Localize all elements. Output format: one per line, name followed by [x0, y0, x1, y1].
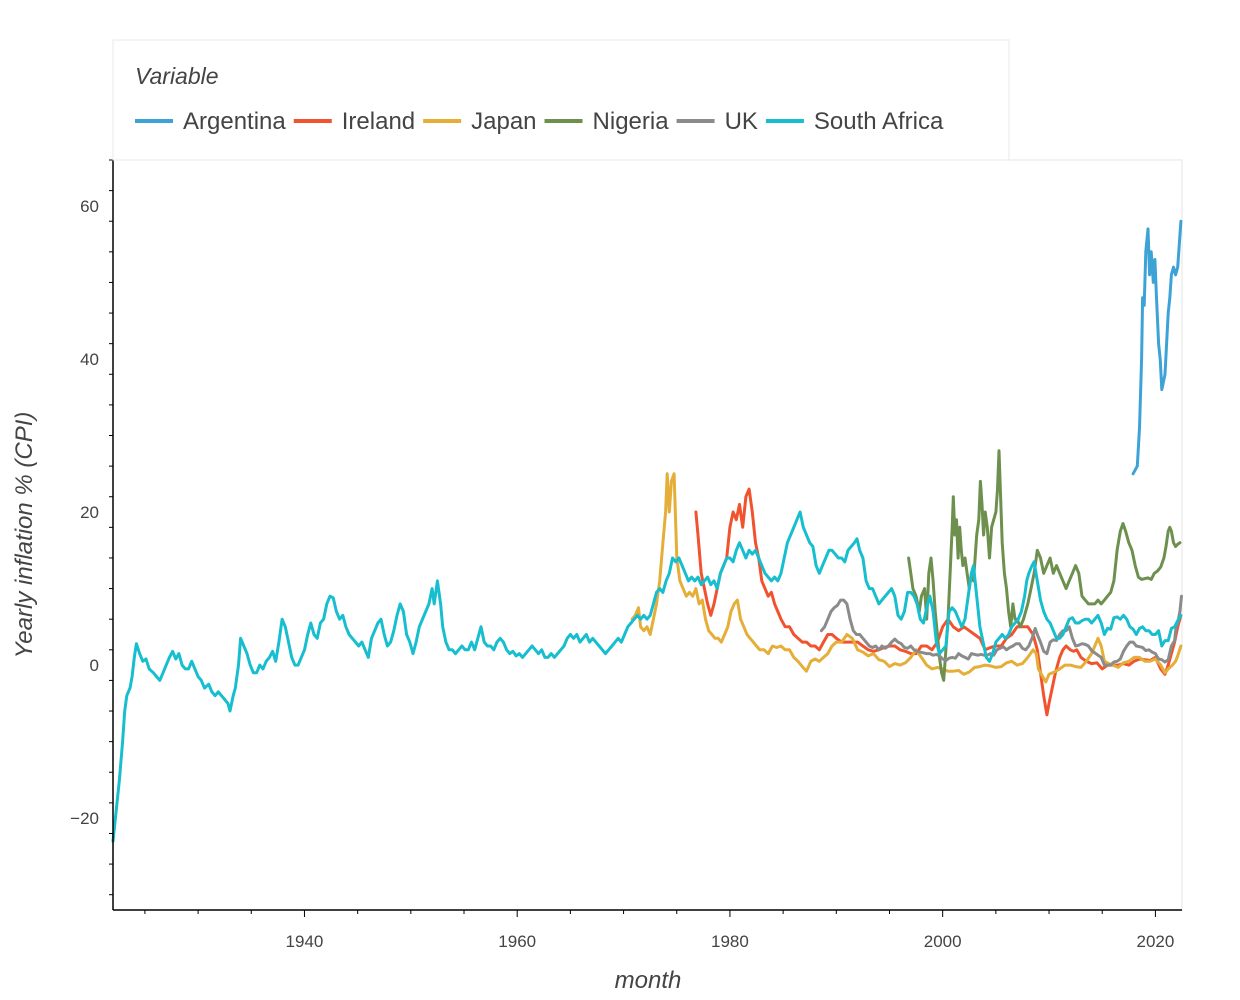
legend-label: Argentina	[183, 108, 286, 135]
legend-item-japan[interactable]: Japan	[423, 108, 537, 135]
series-line-japan	[630, 472, 1183, 684]
legend-item-nigeria[interactable]: Nigeria	[544, 108, 670, 135]
legend-item-argentina[interactable]: Argentina	[135, 108, 286, 135]
y-tick-label: 20	[80, 503, 99, 522]
x-tick-label: 1960	[498, 932, 536, 951]
y-tick-label: −20	[70, 809, 99, 828]
series-line-ireland	[694, 487, 1183, 717]
legend-item-south-africa[interactable]: South Africa	[765, 108, 944, 135]
y-tick-label: 0	[90, 656, 99, 675]
x-axis-title: month	[615, 967, 682, 994]
legend-label: UK	[725, 108, 758, 135]
legend-label: Nigeria	[593, 108, 670, 135]
series-layer	[111, 219, 1183, 843]
x-axis: 1940 1960 1980 2000 2020	[113, 909, 1182, 951]
legend: Variable Argentina Ireland Japan Nigeria UK S…	[112, 39, 1010, 161]
series-line-uk	[819, 594, 1183, 667]
y-axis: −20 0 20 40 60	[70, 159, 114, 910]
x-tick-label: 2000	[924, 932, 962, 951]
series-line-argentina	[1131, 219, 1183, 476]
y-tick-label: 40	[80, 350, 99, 369]
x-tick-label: 1940	[286, 932, 324, 951]
x-tick-label: 1980	[711, 932, 749, 951]
y-tick-label: 60	[80, 197, 99, 216]
legend-item-uk[interactable]: UK	[676, 108, 758, 135]
legend-label: South Africa	[814, 108, 944, 135]
x-tick-label: 2020	[1136, 932, 1174, 951]
plot-area-background	[112, 159, 1183, 911]
legend-title: Variable	[135, 63, 219, 89]
legend-label: Ireland	[342, 108, 415, 135]
legend-box	[112, 39, 1010, 161]
series-line-south-africa	[111, 510, 1183, 843]
legend-item-ireland[interactable]: Ireland	[293, 108, 415, 135]
y-axis-title: Yearly inflation % (CPI)	[11, 412, 38, 659]
legend-label: Japan	[471, 108, 536, 135]
legend-items: Argentina Ireland Japan Nigeria UK South Afri…	[135, 108, 944, 135]
